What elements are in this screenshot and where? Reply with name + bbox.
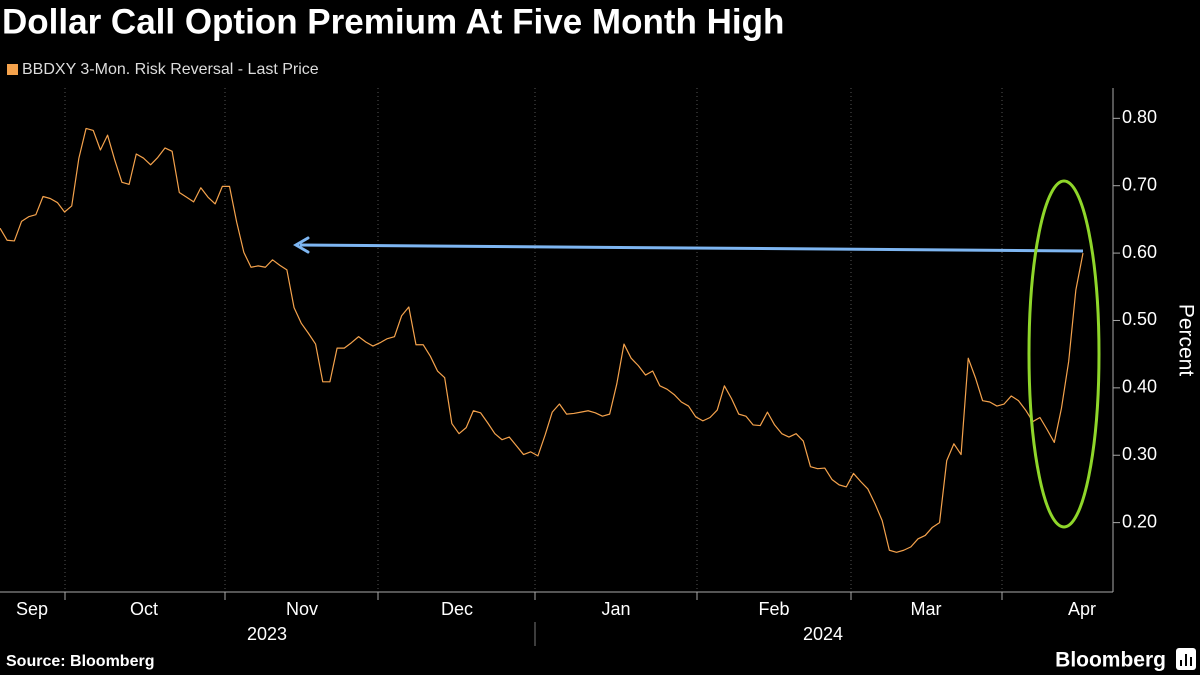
y-tick-label: 0.50 xyxy=(1122,309,1157,329)
brand: Bloomberg xyxy=(1055,649,1166,672)
legend-label: BBDXY 3-Mon. Risk Reversal - Last Price xyxy=(22,61,319,78)
brand-icon xyxy=(1176,648,1196,670)
x-tick-label: Sep xyxy=(16,599,48,619)
x-tick-label: Mar xyxy=(911,599,942,619)
x-year-label: 2024 xyxy=(803,624,843,644)
arrow-line xyxy=(299,243,1084,253)
y-axis-title: Percent xyxy=(1174,304,1197,377)
x-tick-label: Apr xyxy=(1068,599,1096,619)
chart-title: Dollar Call Option Premium At Five Month… xyxy=(2,2,784,41)
y-tick-label: 0.80 xyxy=(1122,107,1157,127)
legend-swatch xyxy=(7,64,18,75)
y-tick-label: 0.30 xyxy=(1122,444,1157,464)
line-series xyxy=(0,127,1084,553)
y-tick-label: 0.60 xyxy=(1122,242,1157,262)
highlight-ellipse xyxy=(1027,179,1101,529)
x-tick-label: Oct xyxy=(130,599,158,619)
source: Source: Bloomberg xyxy=(6,653,154,670)
y-tick-label: 0.70 xyxy=(1122,174,1157,194)
x-tick-label: Jan xyxy=(601,599,630,619)
y-tick-label: 0.20 xyxy=(1122,511,1157,531)
y-tick-label: 0.40 xyxy=(1122,377,1157,397)
x-tick-label: Feb xyxy=(758,599,789,619)
x-tick-label: Dec xyxy=(441,599,473,619)
x-tick-label: Nov xyxy=(286,599,318,619)
arrow-head xyxy=(293,236,310,254)
x-year-label: 2023 xyxy=(247,624,287,644)
